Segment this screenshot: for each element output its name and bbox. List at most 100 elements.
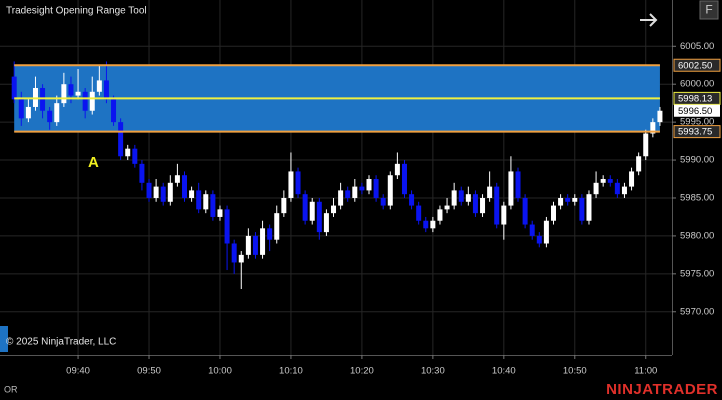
candle-body (430, 220, 436, 229)
candle-body (54, 103, 60, 123)
candle-body (494, 186, 500, 225)
button-label[interactable]: F (705, 3, 712, 17)
candle-body (203, 194, 209, 210)
candle-body (267, 228, 273, 240)
candle-body (593, 182, 599, 195)
level-label: 6002.50 (678, 60, 712, 71)
candle-body (543, 220, 549, 244)
candle-body (75, 91, 81, 96)
candle-body (401, 163, 407, 195)
level-tag (673, 58, 721, 72)
candle-body (331, 205, 337, 214)
candle-body (146, 182, 152, 198)
button[interactable] (699, 0, 719, 20)
candle-body (380, 197, 386, 206)
candle-body (111, 99, 117, 123)
candle-body (572, 197, 578, 202)
candle-body (132, 148, 138, 164)
candle-body (650, 122, 656, 134)
y-tick-label: 5975.00 (680, 268, 714, 279)
candle-body (281, 197, 287, 214)
candle-body (323, 213, 329, 233)
candle-body (373, 179, 379, 198)
y-tick-label: 6005.00 (680, 41, 714, 52)
candle-body (550, 205, 556, 221)
x-tick-label: 10:20 (350, 366, 374, 377)
candle-body (260, 228, 266, 255)
levels: 6002.50 5998.13 5993.75 5996.50 (14, 58, 721, 139)
candle-body (387, 175, 393, 206)
candle-body (82, 91, 88, 111)
candle-body (96, 80, 102, 92)
candle-body (238, 254, 244, 263)
x-tick-label: 10:50 (563, 366, 587, 377)
candle-body (451, 190, 457, 206)
candle-body (252, 235, 258, 255)
arrow-icon[interactable] (640, 13, 658, 27)
candle-body (508, 171, 514, 206)
candle-body (600, 179, 606, 183)
candle-body (196, 190, 202, 210)
candle-body (529, 224, 535, 236)
candle-body (437, 209, 443, 221)
y-tick-label: 5985.00 (680, 192, 714, 203)
level-label: 5993.75 (678, 127, 712, 138)
candle-body (409, 194, 415, 206)
candle-body (515, 171, 521, 198)
x-tick-label: 11:00 (634, 366, 657, 377)
candle-body (472, 194, 478, 214)
candle-body (458, 190, 464, 202)
x-tick-label: 10:00 (208, 366, 232, 377)
candle-body (288, 171, 294, 198)
x-tick-label: 10:40 (492, 366, 516, 377)
candle-body (103, 80, 109, 100)
candle-body (657, 110, 663, 123)
candle-body (139, 163, 145, 183)
y-tick-label: 5995.00 (680, 117, 714, 128)
last-price-tag (674, 104, 720, 117)
candle-body (68, 84, 74, 96)
candle-body (167, 182, 173, 202)
y-tick-label: 6000.00 (680, 79, 714, 90)
candle-body (614, 182, 620, 195)
candle-body (302, 194, 308, 221)
brand: NINJATRADER (606, 381, 718, 398)
copyright-tab (0, 326, 8, 352)
candle-body (217, 209, 223, 217)
x-tick-label: 09:40 (66, 366, 90, 377)
candle-body (579, 197, 585, 221)
x-tick-label: 09:50 (137, 366, 161, 377)
candle-body (444, 205, 450, 210)
candle-body (245, 235, 251, 255)
y-tick-label: 5970.00 (680, 306, 714, 317)
level-tag (673, 125, 721, 139)
candle-body (558, 197, 564, 206)
y-tick-label: 5980.00 (680, 230, 714, 241)
copyright: © 2025 NinjaTrader, LLC (6, 337, 116, 348)
candles (11, 61, 663, 290)
candle-body (231, 243, 237, 263)
candle-body (224, 209, 230, 244)
candle-body (25, 106, 31, 119)
level-tag (673, 91, 721, 105)
candle-body (210, 194, 216, 217)
candle-body (345, 190, 351, 198)
candle-body (423, 220, 429, 229)
candle-body (309, 201, 315, 221)
candle-body (629, 171, 635, 187)
footer-label: OR (4, 384, 18, 394)
candle-body (295, 171, 301, 195)
level-label: 5998.13 (678, 93, 712, 104)
candle-body (181, 175, 187, 198)
candle-body (394, 163, 400, 176)
candle-body (352, 186, 358, 198)
candle-body (636, 156, 642, 172)
candle-body (359, 186, 365, 191)
candle-body (586, 194, 592, 221)
candle-body (416, 205, 422, 221)
candle-body (643, 133, 649, 157)
candle-body (189, 190, 195, 198)
candle-body (480, 197, 486, 214)
candle-body (174, 175, 180, 183)
last-price-label: 5996.50 (678, 106, 712, 117)
